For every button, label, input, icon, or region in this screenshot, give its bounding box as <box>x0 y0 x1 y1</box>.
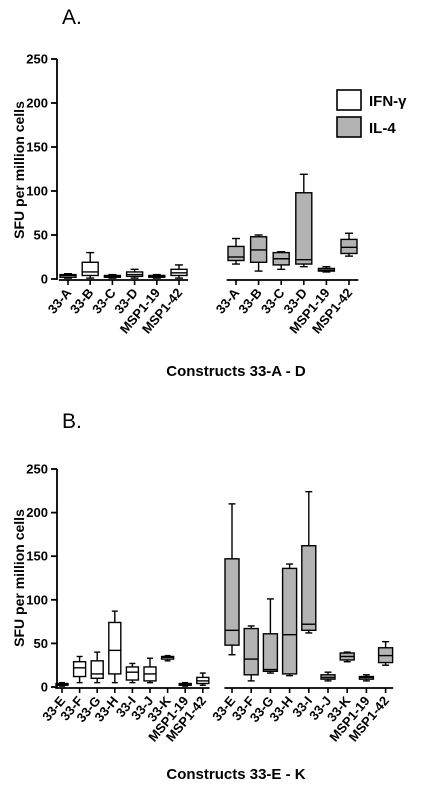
y-tick-label-0: 0 <box>41 272 48 287</box>
box-ifng-33-i <box>125 666 140 681</box>
box-il4-msp1-42 <box>340 238 358 255</box>
y-tick-label-150: 150 <box>26 140 48 155</box>
x-tick-label-ifng-33-a: 33-A <box>45 285 75 317</box>
panel-b-plot: 05010015020025033-E33-F33-G33-H33-I33-J3… <box>26 462 394 744</box>
x-tick-label-ifng-33-b: 33-B <box>67 285 97 316</box>
box-ifng-33-h <box>108 621 122 675</box>
panel-a-x-axis-label: Constructs 33-A - D <box>166 363 306 380</box>
panel-b-x-axis-label: Constructs 33-E - K <box>166 766 305 783</box>
box-il4-33-d <box>295 192 313 265</box>
panel-a-y-axis-label: SFU per million cells <box>11 101 27 239</box>
x-tick-label-il4-33-a: 33-A <box>213 285 243 317</box>
box-il4-33-g <box>262 633 279 673</box>
box-il4-33-e <box>224 558 240 646</box>
y-tick-label-50: 50 <box>34 636 48 651</box>
legend-label-ifn-gamma: IFN-γ <box>369 93 407 110</box>
x-tick-label-il4-33-b: 33-B <box>235 285 265 316</box>
y-tick-label-50: 50 <box>34 228 48 243</box>
y-tick-label-100: 100 <box>26 184 48 199</box>
box-ifng-33-f <box>72 661 87 678</box>
panel-b-label: B. <box>62 410 82 433</box>
y-tick-label-200: 200 <box>26 96 48 111</box>
box-il4-33-a <box>227 245 245 262</box>
y-tick-label-100: 100 <box>26 592 48 607</box>
legend-label-il-4: IL-4 <box>369 120 396 137</box>
x-tick-label-ifng-33-c: 33-C <box>89 285 119 317</box>
y-tick-label-250: 250 <box>26 52 48 67</box>
box-ifng-33-b <box>81 261 99 277</box>
y-tick-label-250: 250 <box>26 462 48 477</box>
y-tick-label-150: 150 <box>26 549 48 564</box>
box-ifng-33-g <box>90 660 104 679</box>
panel-a-label: A. <box>62 6 82 29</box>
x-tick-label-il4-33-c: 33-C <box>258 285 288 317</box>
box-il4-33-f <box>243 627 259 676</box>
panel-a-plot: 05010015020025033-A33-B33-C33-DMSP1-19MS… <box>26 52 359 336</box>
y-tick-label-0: 0 <box>41 680 48 695</box>
y-tick-label-200: 200 <box>26 505 48 520</box>
box-il4-33-i <box>301 545 317 632</box>
legend-swatch-il-4 <box>336 116 362 138</box>
panel-b-y-axis-label: SFU per million cells <box>11 509 27 647</box>
legend-swatch-ifn-gamma <box>336 89 362 111</box>
box-il4-33-h <box>281 567 298 675</box>
